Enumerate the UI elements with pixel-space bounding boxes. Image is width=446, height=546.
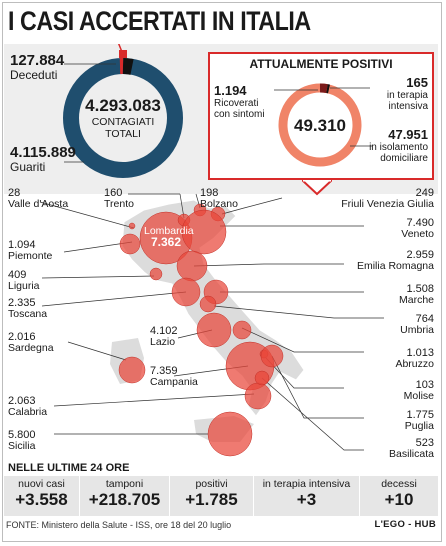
valle-aosta-leader bbox=[39, 201, 135, 229]
region-marche: 1.508 Marche bbox=[398, 283, 434, 306]
last24-title: NELLE ULTIME 24 ORE bbox=[8, 462, 130, 474]
region-molise: 103 Molise bbox=[403, 379, 434, 402]
region-sicilia: 5.800 Sicilia bbox=[8, 429, 36, 452]
region-valle-aosta: 28 Valle d'Aosta bbox=[8, 187, 69, 210]
bubble-abruzzo bbox=[232, 320, 252, 340]
region-liguria: 409 Liguria bbox=[8, 269, 40, 292]
bubble-lazio bbox=[196, 312, 232, 348]
bubble-veneto bbox=[181, 209, 227, 255]
region-lombardia: Lombardia 7.362 bbox=[144, 225, 194, 249]
liguria-leader bbox=[41, 275, 155, 279]
last24-cell: nuovi casi +3.558 bbox=[4, 476, 80, 516]
brand-logo: L'EGO - HUB bbox=[374, 519, 436, 530]
ricoverati-arc bbox=[319, 83, 328, 94]
bubble-sardegna bbox=[118, 356, 146, 384]
friuli-leader bbox=[221, 197, 283, 215]
bubble-umbria bbox=[199, 295, 217, 313]
region-basilicata: 523 Basilicata bbox=[389, 437, 434, 460]
totals-ring-chart bbox=[63, 44, 183, 178]
bubble-toscana bbox=[171, 277, 201, 307]
terapia-label: 165 in terapia intensiva bbox=[386, 75, 428, 113]
positivi-ring-chart bbox=[274, 83, 372, 167]
region-umbria: 764 Umbria bbox=[400, 313, 434, 336]
region-calabria: 2.063 Calabria bbox=[8, 395, 48, 418]
positivi-connector bbox=[117, 44, 123, 53]
bubble-puglia bbox=[260, 344, 284, 368]
contagiati-center: 4.293.083 CONTAGIATI TOTALI bbox=[85, 96, 161, 140]
source-note: FONTE: Ministero della Salute - ISS, ore… bbox=[6, 520, 232, 530]
positivi-title: ATTUALMENTE POSITIVI bbox=[249, 57, 393, 71]
calabria-leader bbox=[53, 393, 255, 407]
puglia-leader bbox=[271, 355, 364, 419]
bubble-valle-aosta bbox=[128, 222, 136, 230]
region-emilia: 2.959 Emilia Romagna bbox=[356, 249, 434, 272]
guariti-label: 4.115.889 Guariti bbox=[10, 144, 76, 174]
bubble-piemonte bbox=[119, 233, 141, 255]
molise-leader bbox=[265, 357, 344, 389]
region-abruzzo: 1.013 Abruzzo bbox=[395, 347, 434, 370]
deceduti-arc bbox=[122, 58, 134, 75]
region-friuli: 249 Friuli Venezia Giulia bbox=[341, 187, 434, 210]
italy-map-svg bbox=[39, 193, 384, 457]
region-toscana: 2.335 Toscana bbox=[8, 297, 48, 320]
sardegna-leader bbox=[67, 341, 127, 361]
region-puglia: 1.775 Puglia bbox=[404, 409, 434, 432]
bubble-calabria bbox=[244, 382, 272, 410]
last24-cell: tamponi +218.705 bbox=[80, 476, 170, 516]
bubble-liguria bbox=[149, 267, 163, 281]
bubble-basilicata bbox=[254, 370, 270, 386]
region-campania: 7.359 Campania bbox=[150, 365, 198, 388]
emilia-leader bbox=[193, 263, 344, 267]
attualmente-positivi-box: ATTUALMENTE POSITIVI 1.194 Ricoverati co… bbox=[208, 52, 434, 180]
last24-cell: in terapia intensiva +3 bbox=[254, 476, 360, 516]
region-bubbles bbox=[118, 203, 284, 457]
deceduti-label: 127.884 Deceduti bbox=[10, 52, 65, 82]
last24-cell: decessi +10 bbox=[381, 478, 417, 509]
ricoverati-label: 1.194 Ricoverati con sintomi bbox=[214, 83, 265, 121]
positivi-marker bbox=[119, 50, 127, 58]
region-trento: 160 Trento bbox=[104, 187, 134, 210]
page-title: I CASI ACCERTATI IN ITALIA bbox=[8, 6, 311, 36]
bubble-emilia bbox=[176, 250, 208, 282]
italy-map: Lombardia 7.362 28 Valle d'Aosta 160 Trent… bbox=[4, 180, 438, 462]
region-piemonte: 1.094 Piemonte bbox=[8, 239, 53, 262]
basilicata-leader bbox=[261, 377, 364, 451]
region-lazio: 4.102 Lazio bbox=[150, 325, 178, 348]
last24-cell: positivi +1.785 bbox=[170, 476, 254, 516]
umbria-leader bbox=[213, 305, 384, 319]
last24-cells: nuovi casi +3.558 tamponi +218.705 posit… bbox=[4, 476, 438, 516]
positivi-total: 49.310 bbox=[294, 116, 346, 135]
region-bolzano: 198 Bolzano bbox=[200, 187, 238, 210]
region-sardegna: 2.016 Sardegna bbox=[8, 331, 54, 354]
abruzzo-leader bbox=[241, 327, 364, 353]
positivi-box-pointer bbox=[302, 180, 332, 196]
region-veneto: 7.490 Veneto bbox=[401, 217, 434, 240]
toscana-leader bbox=[41, 291, 187, 307]
isolamento-label: 47.951 in isolamento domiciliare bbox=[369, 127, 428, 165]
bubble-sicilia bbox=[207, 411, 253, 457]
